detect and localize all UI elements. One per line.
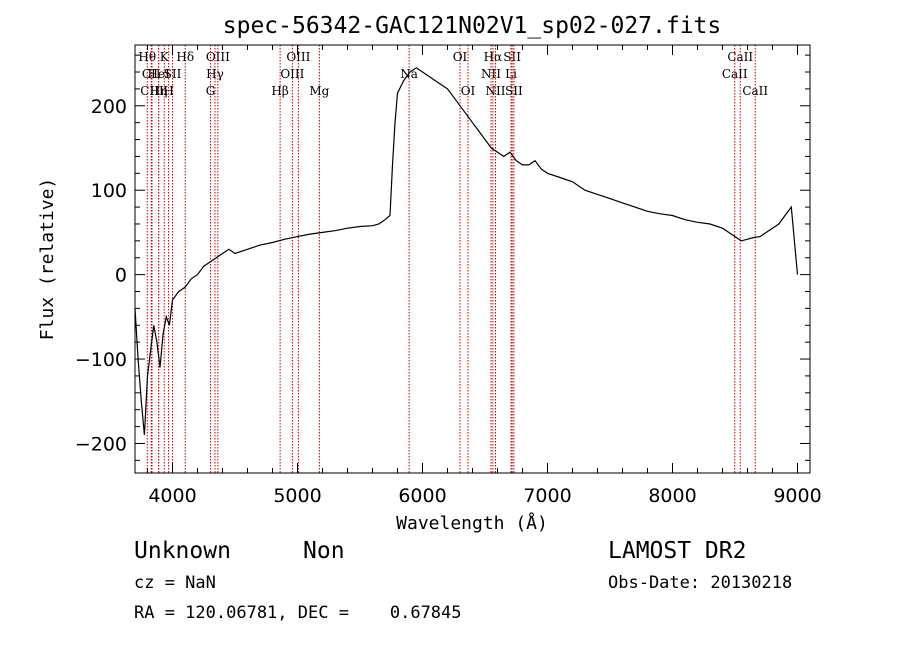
spectral-line-label: NII [486, 84, 506, 98]
axis-ticks: 4000 5000 6000 7000 8000 9000 −200 −100 0 100 200 [75, 45, 822, 507]
spectral-line-label: OI [461, 84, 476, 98]
ra-dec-coordinates: RA = 120.06781, DEC = 0.67845 [134, 603, 462, 623]
spectral-line-label: OIII [286, 50, 310, 64]
spectral-line-label: Hθ [138, 50, 156, 64]
object-class: Unknown [134, 538, 231, 564]
spectral-line-label: CaII [722, 67, 748, 81]
x-tick-label: 4000 [148, 485, 196, 507]
spectral-line-label: Mg [309, 84, 329, 98]
spectral-line-label: OI [453, 50, 468, 64]
spectral-line-label: CII [142, 67, 161, 81]
spectral-line-label: SII [164, 67, 182, 81]
spectral-line-label: CIII [140, 84, 164, 98]
y-tick-label: 200 [91, 96, 127, 118]
spectral-line-label: OIII [280, 67, 304, 81]
chart-title: spec-56342-GAC121N02V1_sp02-027.fits [223, 13, 722, 39]
spectral-line-label: Hβ [271, 84, 288, 98]
spectral-line-label: K [160, 50, 170, 64]
x-tick-label: 5000 [273, 485, 321, 507]
y-tick-label: −100 [75, 349, 127, 371]
spectral-line-label: Li [505, 67, 517, 81]
spectral-line-label: Hγ [206, 67, 224, 81]
x-axis-label: Wavelength (Å) [396, 512, 548, 534]
spectral-line-label: Hα [484, 50, 503, 64]
redshift-cz: cz = NaN [134, 573, 216, 593]
x-tick-label: 6000 [398, 485, 446, 507]
plot-frame [134, 44, 811, 474]
object-subclass: Non [303, 538, 345, 564]
x-tick-label: 8000 [648, 485, 696, 507]
survey-name: LAMOST DR2 [608, 538, 747, 564]
spectral-line-label: G [206, 84, 216, 98]
y-tick-label: 0 [115, 265, 127, 287]
spectral-line-label: CaII [727, 50, 753, 64]
spectrum-series-line [134, 67, 799, 436]
y-tick-label: −200 [75, 433, 127, 455]
spectral-line-label: SII [503, 50, 521, 64]
observation-date: Obs-Date: 20130218 [608, 573, 793, 593]
spectral-line-label: H [163, 84, 173, 98]
spectral-line-label: Hδ [176, 50, 194, 64]
spectral-line-label: OIII [206, 50, 230, 64]
spectral-line-label: CaII [742, 84, 768, 98]
spectral-line-label: SII [505, 84, 523, 98]
x-tick-label: 9000 [773, 485, 821, 507]
y-tick-label: 100 [91, 180, 127, 202]
y-axis-label: Flux (relative) [37, 178, 58, 341]
spectral-line-label: Hη [150, 84, 168, 98]
x-tick-label: 7000 [523, 485, 571, 507]
spectral-line-label: NII [481, 67, 501, 81]
